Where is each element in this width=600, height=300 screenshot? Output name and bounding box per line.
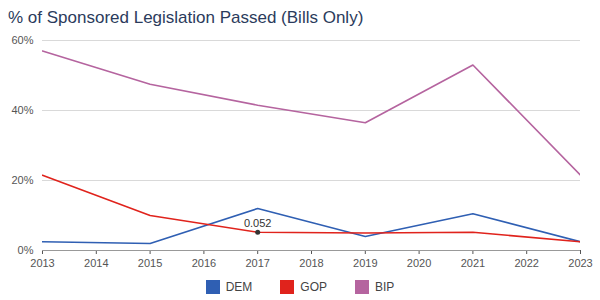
svg-text:2022: 2022 <box>514 257 538 269</box>
svg-text:60%: 60% <box>11 34 33 46</box>
svg-text:2023: 2023 <box>568 257 592 269</box>
html-text:DEM: DEM <box>225 280 253 294</box>
svg-text:2013: 2013 <box>30 257 54 269</box>
svg-text:2020: 2020 <box>407 257 431 269</box>
html-text:BIP: BIP <box>375 280 395 294</box>
svg-text:2021: 2021 <box>461 257 485 269</box>
svg-text:0%: 0% <box>18 244 34 256</box>
svg-text:40%: 40% <box>11 104 33 116</box>
svg-text:2016: 2016 <box>192 257 216 269</box>
svg-text:2018: 2018 <box>299 257 323 269</box>
svg-text:0.052: 0.052 <box>244 217 272 229</box>
svg-text:20%: 20% <box>11 174 33 186</box>
svg-text:2014: 2014 <box>84 257 108 269</box>
svg-text:2015: 2015 <box>138 257 162 269</box>
svg-text:2019: 2019 <box>353 257 377 269</box>
svg-text:2017: 2017 <box>245 257 269 269</box>
html-text:% of Sponsored Legislation Pas: % of Sponsored Legislation Passed (Bills… <box>8 8 364 27</box>
html-text:GOP: GOP <box>300 280 327 294</box>
